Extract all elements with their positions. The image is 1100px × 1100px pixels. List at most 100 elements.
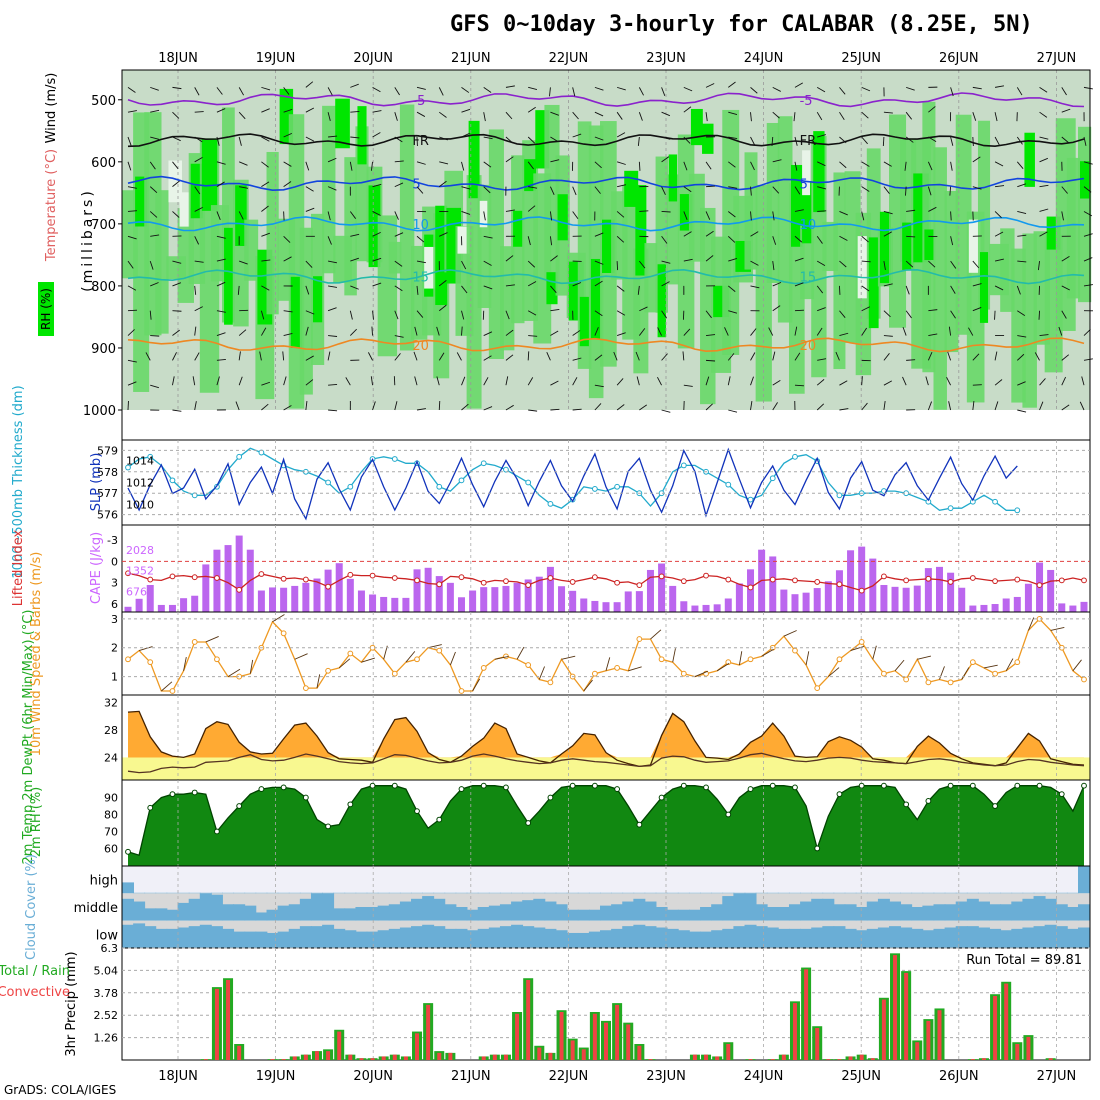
lifted-index-point bbox=[458, 574, 465, 581]
rh-point bbox=[769, 782, 776, 789]
wind-barb bbox=[861, 211, 865, 221]
precip-conv-bar bbox=[203, 1059, 208, 1060]
isotherm-line bbox=[127, 337, 1085, 353]
date-label-top: 19JUN bbox=[256, 51, 296, 66]
rh-cell bbox=[344, 157, 357, 296]
lifted-index-point bbox=[414, 577, 420, 584]
thickness-tick: 577 bbox=[97, 487, 118, 500]
wind-barb bbox=[238, 329, 247, 336]
isotherm-line bbox=[127, 133, 1085, 148]
wind-barb bbox=[461, 108, 471, 113]
wind-barb bbox=[138, 646, 153, 652]
thickness-point bbox=[1014, 507, 1021, 514]
wind-barb bbox=[172, 329, 180, 336]
wind-barb bbox=[1038, 310, 1040, 320]
cloud-bar-high bbox=[1078, 866, 1090, 894]
cloud-bar-middle bbox=[644, 901, 657, 921]
wind-barb bbox=[594, 280, 603, 287]
wind-barb bbox=[483, 285, 493, 290]
wind-barb bbox=[439, 232, 448, 237]
thickness-point bbox=[458, 477, 465, 484]
wind-barb bbox=[705, 376, 710, 386]
cloud-bar-middle bbox=[733, 893, 746, 921]
wind-barb bbox=[950, 161, 953, 171]
wind-barb bbox=[883, 161, 892, 167]
lifted-index-point bbox=[347, 571, 354, 578]
precip-conv-bar bbox=[348, 1054, 353, 1060]
isotherm-label: 10 bbox=[412, 218, 429, 233]
rh-cell bbox=[690, 108, 703, 146]
rh-point bbox=[480, 782, 487, 789]
precip-conv-bar bbox=[770, 1059, 775, 1060]
wind-barb bbox=[1083, 257, 1093, 262]
cloud-bar-low bbox=[788, 928, 801, 948]
rh-cell bbox=[668, 154, 678, 202]
wind-barb bbox=[816, 236, 823, 244]
thickness-point bbox=[480, 460, 487, 467]
thickness-point bbox=[792, 453, 798, 460]
wind-barb bbox=[194, 236, 200, 245]
rh-cell bbox=[168, 160, 182, 203]
precip-conv-bar bbox=[848, 1056, 853, 1060]
precip-conv-bar bbox=[1015, 1044, 1020, 1060]
cloud-bar-middle bbox=[755, 904, 768, 921]
wind-barb bbox=[305, 207, 315, 212]
precip-conv-bar bbox=[815, 1028, 820, 1060]
wind-barb bbox=[527, 310, 537, 316]
date-label-top: 23JUN bbox=[646, 51, 686, 66]
axis-label-li: Lifted Index bbox=[11, 529, 26, 606]
wind-barb bbox=[483, 87, 492, 93]
cloud-bar-low bbox=[499, 926, 512, 948]
wind-barb bbox=[883, 310, 891, 318]
precip-conv-bar bbox=[792, 1003, 797, 1060]
cloud-bar-middle bbox=[1078, 904, 1090, 921]
wind-barb bbox=[750, 352, 756, 361]
lifted-index-point bbox=[1014, 576, 1021, 583]
wind-barb bbox=[416, 86, 426, 90]
wind-barb bbox=[127, 87, 136, 93]
cloud-bar-middle bbox=[911, 907, 924, 921]
wind-barb bbox=[750, 328, 757, 336]
cloud-bar-middle bbox=[144, 908, 157, 921]
wind-barb bbox=[705, 310, 712, 319]
wind-barb bbox=[994, 401, 999, 411]
cape-bar bbox=[491, 587, 499, 612]
rh-point bbox=[325, 823, 331, 830]
wind-barb bbox=[328, 135, 338, 138]
wind-barb bbox=[928, 309, 938, 312]
wind-barb bbox=[750, 231, 759, 237]
rh-cell bbox=[702, 123, 714, 154]
cloud-bar-high bbox=[655, 892, 668, 894]
cloud-bar-low bbox=[588, 931, 601, 948]
wind-barb bbox=[950, 260, 957, 269]
rh-cell bbox=[244, 219, 259, 281]
cape-bar bbox=[457, 597, 465, 612]
wind-barb bbox=[327, 112, 331, 122]
wind-barb bbox=[683, 328, 691, 336]
cloud-bar-low bbox=[177, 927, 190, 948]
precip-conv-bar bbox=[359, 1058, 364, 1060]
cloud-bar-high bbox=[444, 892, 457, 894]
cape-panel: -3 0 3 6 676 1352 2028 Lifted Index CAPE (J/kg) bbox=[11, 524, 1091, 613]
cloud-bar-low bbox=[611, 928, 624, 948]
wind-barb bbox=[394, 353, 401, 361]
cape-bar bbox=[913, 585, 921, 612]
wind-barb bbox=[172, 180, 180, 187]
rh-point bbox=[1081, 782, 1087, 789]
lifted-index-point bbox=[191, 574, 198, 581]
wind-barb bbox=[594, 111, 604, 117]
wind-barb bbox=[816, 327, 823, 336]
wind-barb bbox=[505, 284, 515, 287]
lifted-index-point bbox=[992, 578, 998, 585]
wind-barb bbox=[483, 136, 493, 140]
wind-barb bbox=[394, 211, 399, 220]
wind-barb bbox=[394, 285, 403, 292]
wind-barb bbox=[127, 161, 132, 171]
wind-barb bbox=[817, 210, 827, 212]
wind-speed-point bbox=[147, 659, 154, 666]
wind-barb bbox=[370, 161, 374, 171]
cape-bar bbox=[580, 598, 588, 612]
wind-speed-point bbox=[925, 679, 932, 686]
wind-barb bbox=[372, 257, 382, 262]
wind-barb bbox=[227, 668, 241, 677]
